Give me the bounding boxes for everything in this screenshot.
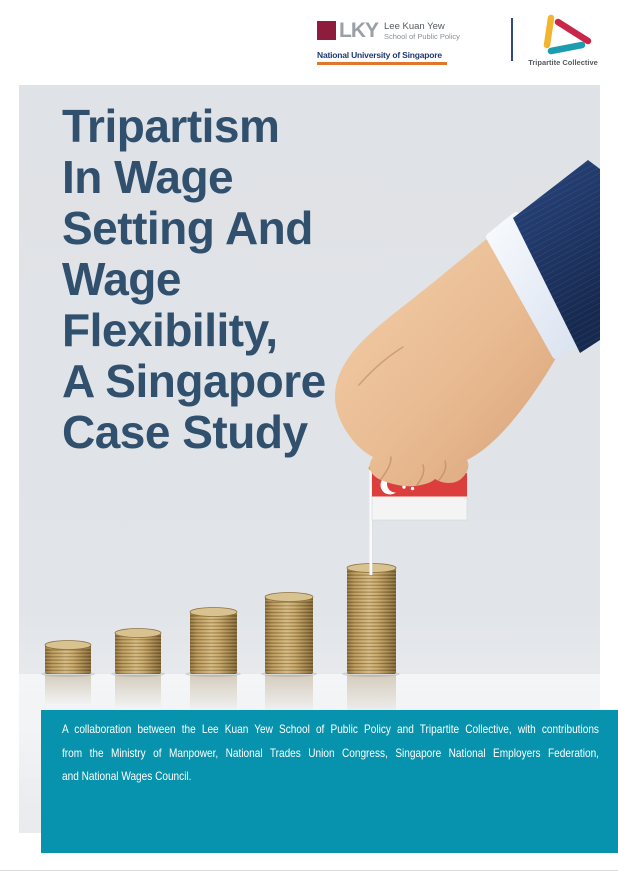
header-divider xyxy=(511,18,513,61)
title-line: Case Study xyxy=(62,406,308,458)
suit-sleeve xyxy=(513,160,600,353)
coin-stack xyxy=(44,640,92,674)
page-bottom-rule xyxy=(0,870,618,871)
header: LKY Lee Kuan Yew School of Public Policy… xyxy=(0,0,618,85)
tripartite-collective-logo: Tripartite Collective xyxy=(518,10,608,67)
collaboration-line: A collaboration between the Lee Kuan Yew… xyxy=(62,722,599,736)
collaboration-text: A collaboration between the Lee Kuan Yew… xyxy=(62,718,599,789)
tripartite-collective-label: Tripartite Collective xyxy=(528,58,598,67)
coin-stack xyxy=(189,607,238,674)
hand-photo xyxy=(334,235,560,487)
lky-school-subtitle: School of Public Policy xyxy=(384,32,460,41)
collaboration-banner: A collaboration between the Lee Kuan Yew… xyxy=(41,710,618,853)
coin-stack xyxy=(114,628,162,674)
coin-stack xyxy=(264,592,314,674)
tripartite-triangle-icon xyxy=(543,14,592,55)
collaboration-line: and National Wages Council. xyxy=(62,769,192,783)
lky-monogram: LKY xyxy=(339,18,379,43)
nus-orange-bar xyxy=(317,62,447,65)
title-line: A Singapore xyxy=(62,355,326,407)
title-line: Setting And xyxy=(62,202,313,254)
lky-school-logo: LKY Lee Kuan Yew School of Public Policy… xyxy=(317,18,460,65)
lky-shield-icon xyxy=(317,21,336,40)
title-line: Tripartism xyxy=(62,100,280,152)
title-line: Flexibility, xyxy=(62,304,278,356)
title-line: In Wage xyxy=(62,151,234,203)
nus-university-name: National University of Singapore xyxy=(317,50,442,60)
title-line: Wage xyxy=(62,253,181,305)
collaboration-line: from the Ministry of Manpower, National … xyxy=(62,745,599,760)
coin-stack xyxy=(346,563,397,674)
cover-title: Tripartism In Wage Setting And Wage Flex… xyxy=(62,101,326,458)
lky-school-name: Lee Kuan Yew xyxy=(384,21,445,32)
coin-stack-reflections xyxy=(45,675,396,719)
